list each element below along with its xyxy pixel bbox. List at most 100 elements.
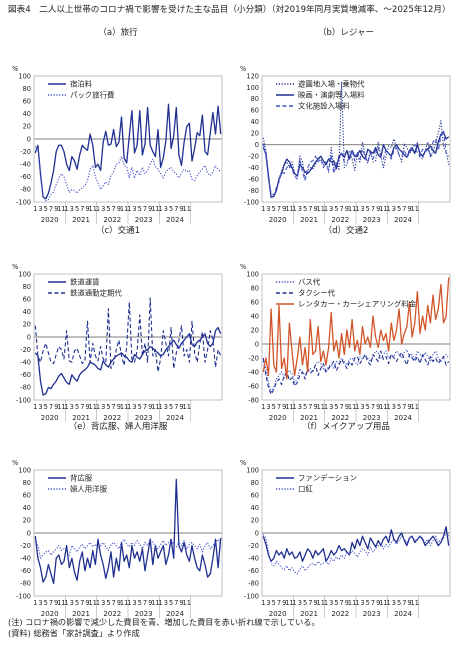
x-tick-label: 1 <box>355 205 359 213</box>
x-tick-label: 3 <box>360 599 364 607</box>
x-tick-label: 9 <box>85 403 89 411</box>
y-tick-label: 100 <box>246 84 259 92</box>
legend-label: 口紅 <box>298 485 313 494</box>
year-label: 2020 <box>41 216 59 224</box>
figure-title: 図表4 二人以上世帯のコロナ禍で影響を受けた主な品目（小分類）（対2019年同月… <box>8 5 451 15</box>
x-tick-label: 5 <box>334 599 338 607</box>
x-tick-label: 1 <box>261 599 265 607</box>
x-tick-label: 3 <box>266 599 270 607</box>
x-tick-label: 11 <box>348 599 356 607</box>
x-tick-label: 5 <box>272 599 276 607</box>
x-tick-label: 1 <box>387 403 391 411</box>
y-tick-label: 0 <box>27 333 31 341</box>
x-tick-label: 5 <box>169 599 173 607</box>
x-tick-label: 3 <box>70 205 74 213</box>
x-tick-label: 1 <box>355 403 359 411</box>
y-tick-label: -60 <box>248 567 259 575</box>
x-tick-label: 5 <box>366 599 370 607</box>
y-tick-label: -100 <box>16 592 31 600</box>
series-line <box>34 538 222 559</box>
x-tick-label: 11 <box>317 599 325 607</box>
x-tick-label: 5 <box>106 403 110 411</box>
y-tick-label: 0 <box>255 340 259 348</box>
x-tick-label: 1 <box>387 599 391 607</box>
x-tick-label: 3 <box>132 205 136 213</box>
y-tick-label: -60 <box>248 175 259 183</box>
x-tick-label: 7 <box>80 403 84 411</box>
x-tick-label: 7 <box>402 205 406 213</box>
year-label: 2021 <box>72 610 90 618</box>
x-tick-label: 1 <box>96 205 100 213</box>
x-tick-label: 11 <box>411 599 419 607</box>
year-label: 2020 <box>269 216 287 224</box>
x-tick-label: 5 <box>303 403 307 411</box>
x-tick-label: 3 <box>70 599 74 607</box>
year-label: 2023 <box>135 610 153 618</box>
x-tick-label: 7 <box>308 599 312 607</box>
x-tick-label: 3 <box>298 599 302 607</box>
y-tick-label: 100 <box>18 270 31 278</box>
year-label: 2023 <box>363 216 381 224</box>
x-tick-label: 9 <box>345 599 349 607</box>
x-tick-label: 9 <box>407 599 411 607</box>
x-tick-label: 5 <box>138 403 142 411</box>
x-tick-label: 1 <box>96 403 100 411</box>
x-tick-label: 3 <box>101 205 105 213</box>
y-tick-label: 40 <box>251 118 259 126</box>
y-tick-label: 20 <box>251 517 259 525</box>
y-tick-label: 100 <box>18 466 31 474</box>
y-tick-label: 40 <box>251 312 259 320</box>
series-line <box>262 129 450 196</box>
x-tick-label: 5 <box>272 205 276 213</box>
year-label: 2021 <box>300 216 318 224</box>
x-tick-label: 7 <box>49 403 53 411</box>
x-tick-label: 3 <box>38 403 42 411</box>
y-tick-label: -40 <box>20 359 31 367</box>
series-line <box>34 478 222 585</box>
legend-label: 宿泊料 <box>70 80 93 89</box>
x-tick-label: 1 <box>159 403 163 411</box>
x-tick-label: 3 <box>101 403 105 411</box>
y-tick-label: 20 <box>23 517 31 525</box>
x-tick-label: 7 <box>277 403 281 411</box>
x-tick-label: 9 <box>345 205 349 213</box>
x-tick-label: 1 <box>33 403 37 411</box>
y-tick-label: 20 <box>23 321 31 329</box>
x-tick-label: 1 <box>355 599 359 607</box>
x-tick-label: 9 <box>148 599 152 607</box>
x-tick-label: 5 <box>397 403 401 411</box>
chart-panel-0: （a）旅行% -100 -80 -60 -40 -20 0 20 40 60 80 100 1 3 5 7 9 1… <box>8 26 228 224</box>
y-tick-label: 40 <box>23 110 31 118</box>
year-label: 2024 <box>394 414 412 422</box>
legend-label: タクシー代 <box>298 289 336 298</box>
x-tick-label: 7 <box>80 599 84 607</box>
x-tick-label: 11 <box>89 205 97 213</box>
y-tick-label: 60 <box>251 492 259 500</box>
x-tick-label: 1 <box>65 599 69 607</box>
y-tick-label: 80 <box>251 284 259 292</box>
year-label: 2024 <box>166 216 184 224</box>
x-tick-label: 11 <box>120 599 128 607</box>
y-tick-label: 60 <box>23 492 31 500</box>
y-tick-label: 0 <box>255 141 259 149</box>
x-tick-label: 3 <box>38 205 42 213</box>
x-tick-label: 5 <box>138 205 142 213</box>
x-tick-label: 7 <box>340 205 344 213</box>
x-tick-label: 11 <box>89 599 97 607</box>
y-unit-label: % <box>240 65 246 73</box>
year-label: 2021 <box>72 216 90 224</box>
x-tick-label: 9 <box>345 403 349 411</box>
x-tick-label: 1 <box>127 205 131 213</box>
x-tick-label: 9 <box>282 403 286 411</box>
legend-label: 文化施設入場料 <box>298 102 350 111</box>
x-tick-label: 11 <box>285 599 293 607</box>
x-tick-label: 11 <box>183 599 191 607</box>
x-tick-label: 11 <box>120 205 128 213</box>
chart-panel-1: （b）レジャー% -100 -80 -60 -40 -20 0 20 40 60 80 100 120 1… <box>236 26 456 224</box>
year-label: 2020 <box>269 414 287 422</box>
y-tick-label: -80 <box>20 384 31 392</box>
y-tick-label: -40 <box>20 161 31 169</box>
x-tick-label: 11 <box>183 205 191 213</box>
year-label: 2022 <box>331 216 349 224</box>
